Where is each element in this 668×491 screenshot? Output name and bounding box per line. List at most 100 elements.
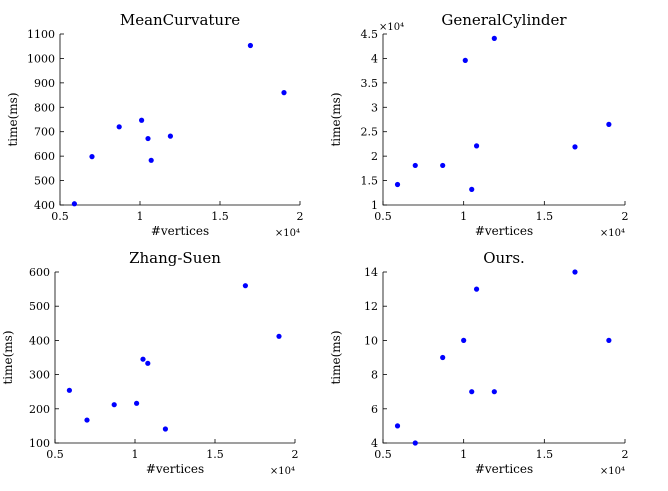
y-tick-label: 4.5 xyxy=(361,28,379,41)
y-tick-label: 600 xyxy=(29,266,50,279)
y-tick-label: 14 xyxy=(364,266,378,279)
data-point xyxy=(462,57,468,63)
data-point xyxy=(167,133,173,139)
data-point xyxy=(139,117,145,123)
y-tick-label: 500 xyxy=(34,175,55,188)
data-point xyxy=(394,423,401,429)
data-point xyxy=(71,201,77,207)
axes-mean-curvature xyxy=(59,34,300,206)
x-tick-label: 2 xyxy=(622,210,629,223)
y-tick-label: 2 xyxy=(371,150,378,163)
y-tick-label: 3.5 xyxy=(361,77,379,90)
y-tick-label: 600 xyxy=(34,150,55,163)
data-point xyxy=(473,286,480,292)
data-point xyxy=(145,135,151,142)
x-tick-label: 2 xyxy=(297,210,304,223)
data-point xyxy=(162,426,168,432)
y-axis-label: time(ms) xyxy=(329,92,343,146)
x-tick-label: 0.5 xyxy=(51,210,69,223)
y-tick-label: 10 xyxy=(364,334,378,347)
data-point xyxy=(145,360,151,366)
y-tick-label: 800 xyxy=(34,101,55,114)
axes-zhang-suen xyxy=(54,272,295,444)
data-point xyxy=(572,144,578,150)
data-point xyxy=(66,387,72,393)
axes-general-cylinder xyxy=(382,34,625,206)
data-point xyxy=(469,186,475,192)
x-tick-label: 1 xyxy=(460,210,467,223)
x-axis-label: #vertices xyxy=(475,462,533,476)
data-point xyxy=(606,121,612,127)
data-point xyxy=(412,440,418,446)
y-tick-label: 300 xyxy=(29,369,50,382)
x-tick-label: 2 xyxy=(622,448,629,461)
x-tick-label: 1 xyxy=(132,448,139,461)
axes-ours xyxy=(382,272,625,444)
y-axis-label: time(ms) xyxy=(329,330,343,384)
panel-general-cylinder: 0.5 1 1.5 211.522.533.544.5GeneralCylinder#… xyxy=(329,11,629,239)
y-tick-label: 100 xyxy=(29,437,50,450)
x-multiplier-label: ×10⁴ xyxy=(600,466,625,477)
panel-zhang-suen: 0.5 1 1.5 2 100 200 300 400 500 600 Zhang-Suen #ver… xyxy=(1,249,299,477)
y-tick-label: 2.5 xyxy=(361,126,379,139)
data-point xyxy=(140,356,146,362)
y-tick-label: 900 xyxy=(34,77,55,90)
data-point xyxy=(461,337,467,343)
y-axis-label: time(ms) xyxy=(1,330,15,384)
data-point xyxy=(242,283,248,289)
data-point xyxy=(84,417,90,423)
data-point xyxy=(148,157,154,163)
x-tick-label: 1.5 xyxy=(206,448,224,461)
y-tick-label: 4 xyxy=(371,437,378,450)
chart-title-general-cylinder: GeneralCylinder xyxy=(441,11,567,29)
x-tick-label: 1.5 xyxy=(536,210,554,223)
data-point xyxy=(469,389,475,395)
y-tick-label: 500 xyxy=(29,300,50,313)
y-tick-label: 1.5 xyxy=(361,175,379,188)
chart-title-ours: Ours. xyxy=(483,249,525,267)
x-axis-label: #vertices xyxy=(151,224,209,238)
y-tick-label: 400 xyxy=(34,199,55,212)
x-axis-label: #vertices xyxy=(475,224,533,238)
x-tick-label: 0.5 xyxy=(374,448,392,461)
data-point xyxy=(440,162,446,169)
data-point xyxy=(111,402,117,408)
data-point xyxy=(394,181,401,188)
data-point xyxy=(281,90,287,96)
data-point xyxy=(412,162,418,169)
y-tick-label: 1100 xyxy=(27,28,55,41)
y-tick-label: 12 xyxy=(364,300,378,313)
x-tick-label: 1 xyxy=(460,448,467,461)
data-point xyxy=(491,389,497,395)
x-tick-label: 1.5 xyxy=(211,210,229,223)
x-tick-label: 0.5 xyxy=(374,210,392,223)
y-tick-label: 400 xyxy=(29,334,50,347)
data-point xyxy=(247,42,253,49)
x-tick-label: 0.5 xyxy=(46,448,64,461)
y-tick-label: 700 xyxy=(34,126,55,139)
panel-ours: 0.5 1 1.5 2 4 6 8 10 12 14 Ours. #vertices time(ms) ×… xyxy=(329,249,629,477)
y-tick-label: 8 xyxy=(371,369,378,382)
data-point xyxy=(134,400,140,406)
data-point xyxy=(440,354,446,361)
x-multiplier-label: ×10⁴ xyxy=(600,228,625,239)
x-axis-label: #vertices xyxy=(146,462,204,476)
y-multiplier-label: ×10⁴ xyxy=(379,22,404,33)
panel-mean-curvature: 0.5 1 1.5 2 400 500 600 700 800 900 1000 1100 MeanCu… xyxy=(6,11,304,239)
y-tick-label: 6 xyxy=(371,403,378,416)
x-multiplier-label: ×10⁴ xyxy=(275,228,300,239)
chart-title-zhang-suen: Zhang-Suen xyxy=(129,249,221,267)
y-tick-label: 4 xyxy=(371,52,378,65)
y-tick-label: 1 xyxy=(371,199,378,212)
data-point xyxy=(572,269,578,275)
data-point xyxy=(606,337,612,343)
x-tick-label: 1 xyxy=(137,210,144,223)
y-tick-label: 3 xyxy=(371,101,378,114)
chart-title-mean-curvature: MeanCurvature xyxy=(120,11,240,29)
y-axis-label: time(ms) xyxy=(6,92,20,146)
data-point xyxy=(116,124,122,130)
y-tick-label: 200 xyxy=(29,403,50,416)
data-point xyxy=(491,35,497,41)
x-multiplier-label: ×10⁴ xyxy=(270,466,295,477)
